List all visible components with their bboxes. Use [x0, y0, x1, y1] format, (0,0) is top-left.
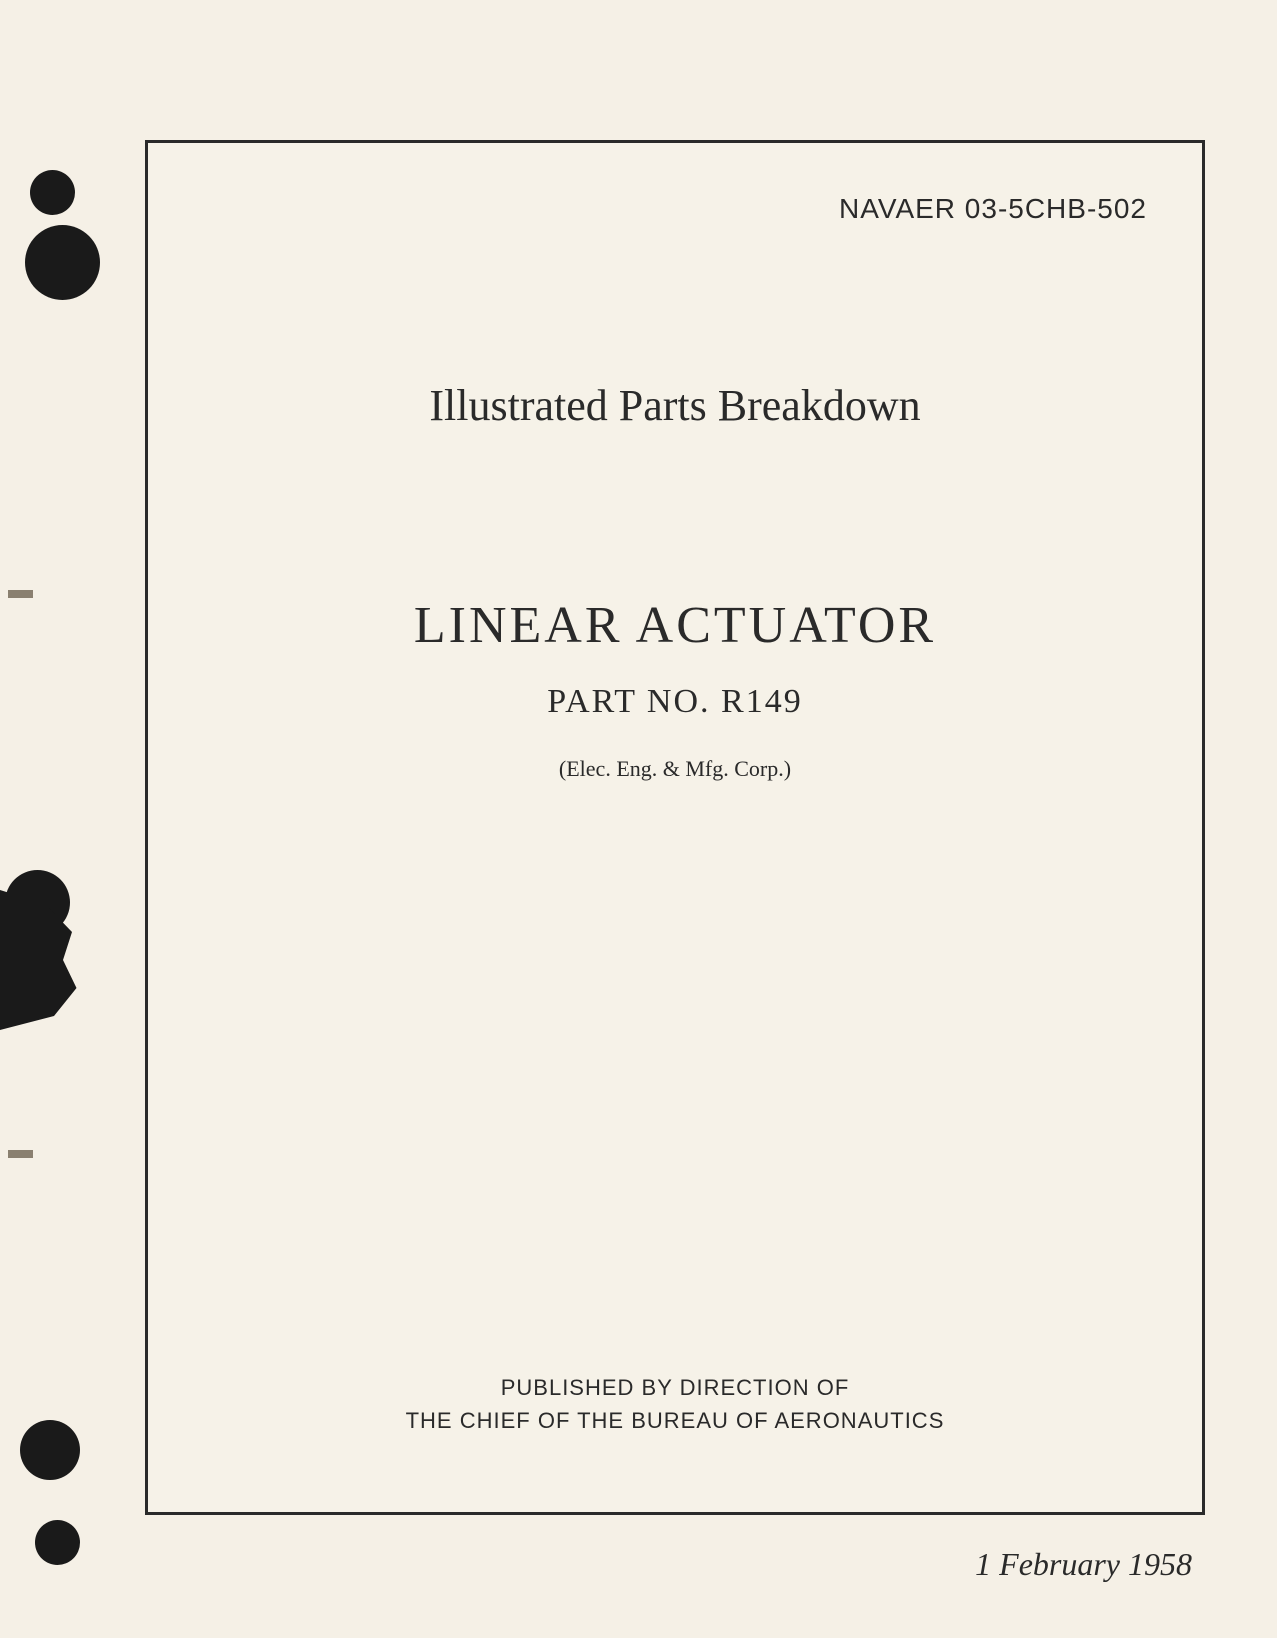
punch-hole-icon	[25, 225, 100, 300]
company-name: (Elec. Eng. & Mfg. Corp.)	[203, 756, 1147, 782]
content-frame: NAVAER 03-5CHB-502 Illustrated Parts Bre…	[145, 140, 1205, 1515]
punch-hole-icon	[20, 1420, 80, 1480]
torn-edge-icon	[0, 890, 90, 1030]
staple-mark-icon	[8, 1150, 33, 1158]
publisher-info: PUBLISHED BY DIRECTION OF THE CHIEF OF T…	[148, 1371, 1202, 1437]
document-page: NAVAER 03-5CHB-502 Illustrated Parts Bre…	[0, 0, 1277, 1638]
publisher-line-1: PUBLISHED BY DIRECTION OF	[501, 1375, 850, 1400]
staple-mark-icon	[8, 590, 33, 598]
part-number: PART NO. R149	[203, 683, 1147, 721]
publication-date: 1 February 1958	[975, 1546, 1192, 1583]
document-number: NAVAER 03-5CHB-502	[203, 193, 1147, 225]
publisher-line-2: THE CHIEF OF THE BUREAU OF AERONAUTICS	[406, 1408, 945, 1433]
document-title: LINEAR ACTUATOR	[203, 596, 1147, 655]
punch-hole-icon	[30, 170, 75, 215]
document-subtitle: Illustrated Parts Breakdown	[203, 380, 1147, 431]
punch-hole-icon	[35, 1520, 80, 1565]
